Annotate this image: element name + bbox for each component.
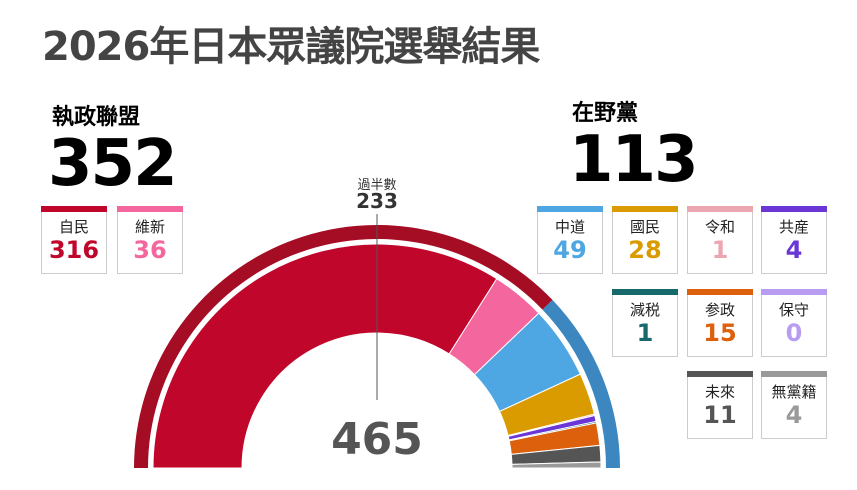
party-card: 共産 4 [761, 206, 827, 274]
seat-segment-無黨籍 [511, 461, 602, 469]
total-seats: 465 [331, 414, 423, 465]
party-seats: 11 [703, 401, 737, 429]
party-color-bar [761, 371, 827, 377]
party-color-bar [687, 371, 753, 377]
seat-segment-自民 [152, 243, 498, 469]
party-name: 共産 [778, 218, 809, 236]
party-card: 自民 316 [41, 206, 107, 274]
party-card: 令和 1 [687, 206, 753, 274]
party-seats: 0 [785, 319, 803, 347]
party-name: 未來 [704, 383, 735, 401]
party-name: 自民 [58, 218, 89, 236]
party-seats: 49 [553, 236, 587, 264]
party-name: 減税 [629, 301, 660, 319]
opposition-seats: 113 [569, 123, 699, 197]
party-card: 未來 11 [687, 371, 753, 439]
party-card: 減税 1 [612, 289, 678, 357]
party-card: 維新 36 [117, 206, 183, 274]
party-name: 國民 [629, 218, 660, 236]
party-name: 無黨籍 [771, 383, 817, 401]
majority-label: 過半數 [357, 178, 397, 193]
opposition-band [542, 299, 620, 468]
page-title: 2026年日本眾議院選舉結果 [42, 24, 540, 70]
party-name: 維新 [134, 218, 165, 236]
party-name: 参政 [704, 301, 735, 319]
party-color-bar [537, 206, 603, 212]
party-seats: 1 [711, 236, 729, 264]
majority-value: 233 [356, 189, 398, 213]
party-seats: 15 [703, 319, 737, 347]
party-seats: 36 [133, 236, 167, 264]
party-seats: 4 [785, 236, 803, 264]
party-seats: 4 [785, 401, 803, 429]
party-seats: 316 [48, 236, 100, 264]
party-card: 國民 28 [612, 206, 678, 274]
party-seats: 28 [628, 236, 662, 264]
opposition-label: 在野黨 [572, 101, 639, 126]
party-color-bar [612, 289, 678, 295]
coalition-label: 執政聯盟 [52, 105, 141, 130]
party-color-bar [687, 289, 753, 295]
party-name: 保守 [778, 301, 809, 319]
party-color-bar [761, 289, 827, 295]
party-card: 中道 49 [537, 206, 603, 274]
party-color-bar [612, 206, 678, 212]
party-seats: 1 [636, 319, 654, 347]
party-color-bar [41, 206, 107, 212]
party-card: 無黨籍 4 [761, 371, 827, 439]
party-name: 中道 [554, 218, 585, 236]
coalition-seats: 352 [48, 127, 178, 201]
party-color-bar [117, 206, 183, 212]
party-color-bar [761, 206, 827, 212]
party-color-bar [687, 206, 753, 212]
party-name: 令和 [704, 218, 735, 236]
party-card: 保守 0 [761, 289, 827, 357]
party-card: 参政 15 [687, 289, 753, 357]
